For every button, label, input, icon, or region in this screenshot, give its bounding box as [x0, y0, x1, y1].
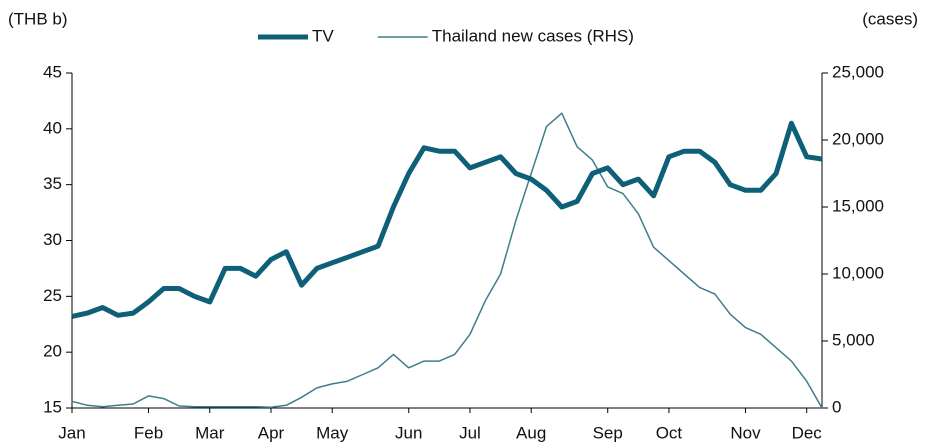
- series-line: [71, 112, 823, 409]
- y-tick-label: 15: [43, 397, 62, 416]
- y2-tick-label: 10,000: [832, 263, 884, 282]
- x-tick-label: Sep: [593, 423, 623, 442]
- x-tick-label: Jun: [395, 423, 422, 442]
- x-tick-label: Jul: [459, 423, 481, 442]
- y-tick-label: 20: [43, 342, 62, 361]
- x-tick-label: May: [316, 423, 349, 442]
- x-tick-label: Feb: [134, 423, 163, 442]
- y2-tick-label: 0: [832, 397, 841, 416]
- y2-tick-label: 20,000: [832, 129, 884, 148]
- y2-tick-label: 15,000: [832, 196, 884, 215]
- x-tick-label: Nov: [730, 423, 761, 442]
- x-tick-label: Apr: [258, 423, 285, 442]
- y2-tick-label: 25,000: [832, 62, 884, 81]
- y2-unit: (cases): [862, 9, 918, 28]
- x-tick-label: Jan: [58, 423, 85, 442]
- y2-tick-label: 5,000: [832, 330, 875, 349]
- legend-label: Thailand new cases (RHS): [432, 26, 634, 45]
- x-tick-label: Mar: [195, 423, 225, 442]
- x-tick-label: Dec: [792, 423, 823, 442]
- y-tick-label: 45: [43, 62, 62, 81]
- series-line: [71, 120, 823, 319]
- y-tick-label: 40: [43, 118, 62, 137]
- x-tick-label: Oct: [656, 423, 683, 442]
- y-tick-label: 30: [43, 230, 62, 249]
- x-tick-label: Aug: [516, 423, 546, 442]
- y-tick-label: 35: [43, 174, 62, 193]
- legend-label: TV: [312, 26, 334, 45]
- y-unit: (THB b): [8, 9, 68, 28]
- y-tick-label: 25: [43, 286, 62, 305]
